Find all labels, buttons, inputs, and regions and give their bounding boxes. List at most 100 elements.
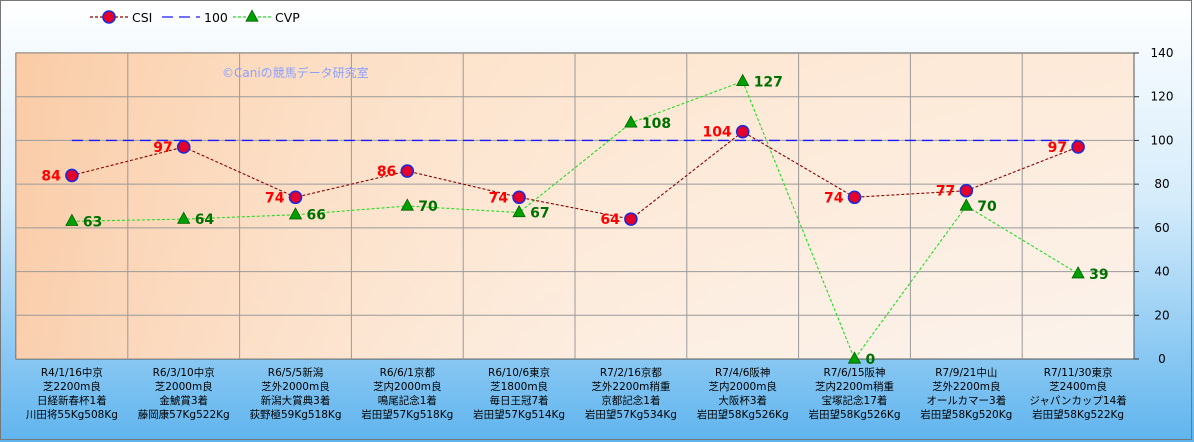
legend-label-cvp: CVP [275, 10, 300, 25]
x-label-line: R7/11/30東京 [1044, 366, 1113, 379]
csi-data-label: 86 [377, 164, 396, 180]
cvp-data-label: 0 [866, 352, 876, 368]
csi-data-label: 97 [1048, 140, 1067, 156]
x-label-line: 芝2000m良 [155, 380, 213, 393]
legend-marker-csi [102, 10, 116, 24]
legend-item-csi: CSI [90, 10, 152, 25]
cvp-data-label: 127 [754, 74, 783, 90]
csi-data-label: 104 [702, 125, 731, 141]
x-label-line: 新潟大賞典3着 [261, 394, 331, 407]
x-label-line: R6/10/6東京 [488, 366, 550, 379]
x-label-line: 岩田望58Kg520Kg [920, 408, 1012, 421]
y-tick-label: 140 [1151, 46, 1174, 60]
cvp-data-label: 39 [1089, 267, 1108, 283]
y-tick-label: 100 [1151, 133, 1174, 147]
cvp-point [65, 213, 79, 226]
x-label-line: R7/4/6阪神 [715, 366, 770, 379]
x-label-line: オールカマー3着 [926, 394, 1006, 407]
x-label-line: 芝2200m良 [43, 380, 101, 393]
x-label-line: 藤岡康57Kg522Kg [138, 408, 230, 421]
x-label-line: 芝内2000m良 [708, 380, 776, 393]
y-tick-label: 80 [1154, 177, 1169, 191]
x-label-line: 芝内2200m稍重 [815, 380, 894, 393]
csi-point [847, 190, 862, 205]
x-label-line: 芝外2200m良 [932, 380, 1000, 393]
x-label-line: 毎日王冠7着 [490, 394, 549, 407]
x-label-line: 芝内2000m良 [373, 380, 441, 393]
x-label-line: R6/3/10中京 [153, 366, 215, 379]
series-cvp [65, 73, 1085, 364]
cvp-data-label: 70 [977, 199, 997, 215]
csi-data-label: 74 [265, 190, 285, 206]
x-label-line: 岩田望57Kg534Kg [585, 408, 677, 421]
cvp-data-label: 108 [642, 116, 671, 132]
x-label-line: 荻野極59Kg518Kg [249, 408, 341, 421]
x-label-line: 宝塚記念17着 [822, 394, 888, 407]
csi-point [624, 212, 638, 226]
cvp-point [959, 198, 973, 211]
x-label-line: R7/2/16京都 [600, 366, 663, 379]
x-label-line: R6/6/1京都 [380, 366, 436, 379]
cvp-data-label: 63 [83, 214, 102, 230]
y-tick-label: 60 [1154, 221, 1169, 235]
csi-point [65, 168, 79, 183]
cvp-point [512, 204, 526, 218]
cvp-data-label: 67 [530, 206, 549, 222]
x-label-line: ジャパンカップ14着 [1029, 394, 1126, 407]
legend-marker-cvp [245, 9, 259, 22]
csi-data-label: 84 [41, 168, 61, 184]
x-label-line: R7/6/15阪神 [823, 366, 885, 379]
series-layer [65, 73, 1085, 364]
x-label-line: R6/5/5新潟 [268, 366, 323, 379]
x-label-line: 鳴尾記念1着 [378, 394, 437, 407]
legend-label-csi: CSI [132, 10, 152, 25]
x-label-line: 岩田望58Kg522Kg [1032, 408, 1124, 421]
x-label-line: 芝外2000m良 [261, 380, 329, 393]
cvp-point [400, 198, 414, 211]
csi-data-label: 64 [600, 212, 620, 228]
y-tick-label: 20 [1154, 308, 1169, 322]
csi-point [176, 140, 191, 154]
cvp-point [847, 351, 862, 364]
cvp-point [736, 73, 750, 86]
y-tick-label: 120 [1151, 90, 1174, 104]
series-line-cvp [71, 80, 1079, 361]
series-line-csi [71, 131, 1079, 220]
cvp-point [624, 115, 638, 128]
x-label-line: 岩田望58Kg526Kg [808, 408, 900, 421]
cvp-data-label: 64 [195, 212, 215, 228]
legend: CSI 100 CVP [90, 9, 300, 25]
csi-data-label: 74 [824, 190, 844, 206]
y-axis-ticks: 0 20 40 60 80 100 120 140 [1134, 46, 1173, 366]
data-labels-layer: 63 64 66 70 67 108 127 0 70 39 84 97 74 86 74 64 104 74 77… [41, 74, 1108, 368]
csi-point [512, 190, 526, 205]
y-tick-label: 0 [1158, 352, 1166, 366]
csi-data-label: 77 [936, 184, 955, 200]
x-label-line: 岩田望58Kg526Kg [697, 408, 789, 421]
x-label-line: 芝1800m良 [490, 380, 548, 393]
x-label-line: 京都記念1着 [601, 394, 660, 407]
legend-label-100: 100 [204, 10, 228, 25]
series-csi [65, 124, 1085, 226]
csi-point [735, 124, 750, 139]
cvp-point [1071, 266, 1085, 279]
cvp-point [288, 207, 303, 220]
x-label-line: 岩田望57Kg514Kg [473, 408, 565, 421]
csi-point [400, 164, 415, 178]
x-label-line: 芝2400m良 [1049, 380, 1107, 393]
x-label-line: 日経新春杯1着 [37, 394, 107, 407]
csi-data-label: 74 [489, 190, 509, 206]
x-label-line: 大阪杯3着 [718, 394, 767, 407]
